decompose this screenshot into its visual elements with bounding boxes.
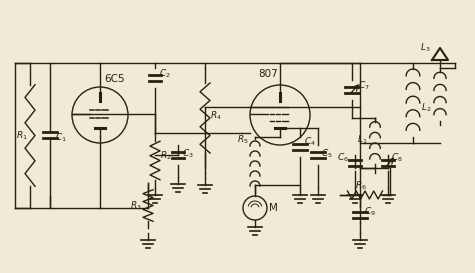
Text: $C_3$: $C_3$ xyxy=(182,148,194,161)
Text: $C_2$: $C_2$ xyxy=(159,67,171,79)
Text: $R_4$: $R_4$ xyxy=(210,109,222,121)
Text: $L_1$: $L_1$ xyxy=(357,134,368,147)
Text: $R_1$: $R_1$ xyxy=(16,129,28,141)
Text: $R_2$: $R_2$ xyxy=(160,149,171,162)
Text: M: M xyxy=(269,203,278,213)
Text: $R_6$: $R_6$ xyxy=(355,180,367,192)
Text: $C_8$: $C_8$ xyxy=(391,152,403,165)
Text: $C_6$: $C_6$ xyxy=(337,152,349,165)
Text: $L_2$: $L_2$ xyxy=(421,102,431,114)
Text: $C_1$: $C_1$ xyxy=(55,131,67,144)
Text: 6C5: 6C5 xyxy=(104,74,124,84)
Text: $L_3$: $L_3$ xyxy=(420,41,430,54)
Text: $C_5$: $C_5$ xyxy=(321,148,333,161)
Text: $R_5$: $R_5$ xyxy=(237,134,249,147)
Text: $R_3$: $R_3$ xyxy=(130,199,142,212)
Text: $C_4$: $C_4$ xyxy=(304,136,316,149)
Text: 807: 807 xyxy=(258,69,278,79)
Text: $C_7$: $C_7$ xyxy=(358,79,370,91)
Text: $C_9$: $C_9$ xyxy=(364,206,376,218)
